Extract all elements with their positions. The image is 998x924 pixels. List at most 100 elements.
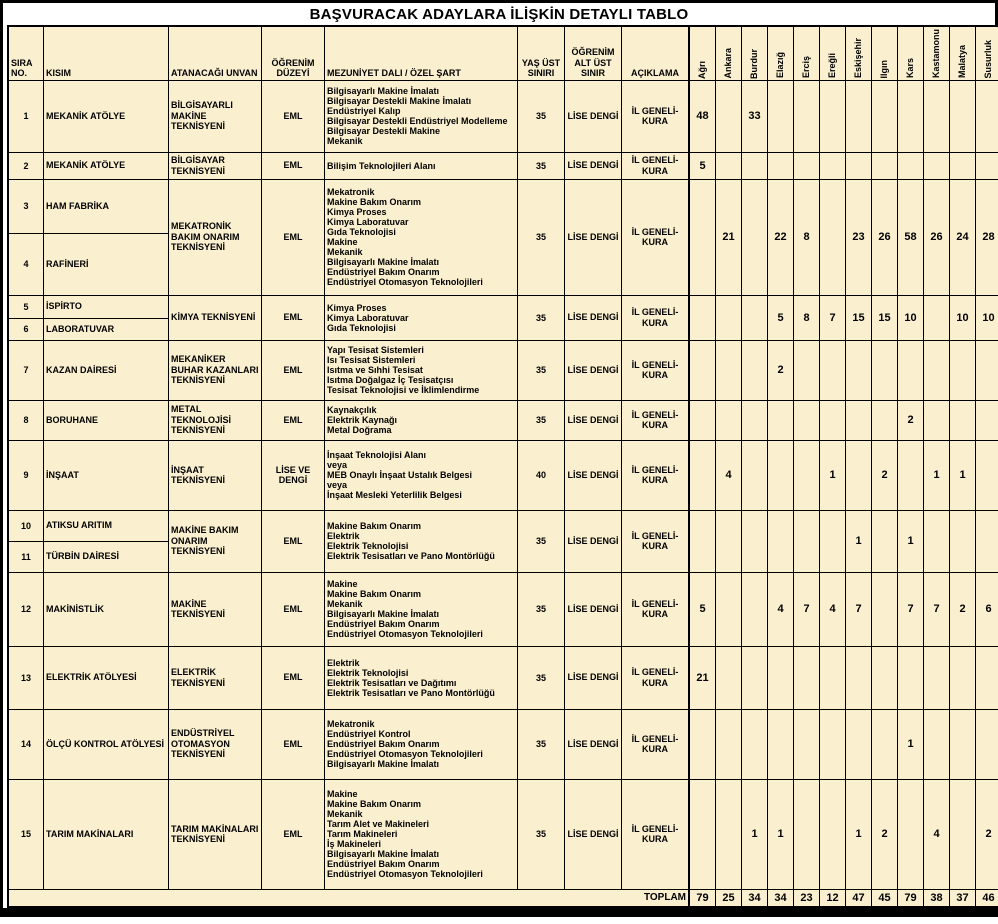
cell-kisim: LABORATUVAR [43,317,169,341]
cell-count-Ankara [715,151,742,180]
cell-count-Ankara: 21 [715,178,742,296]
cell-count-Malatya: 2 [949,571,976,647]
cell-ogrenim-sinir: LİSE DENGİ [564,571,622,647]
cell-count-Eskişehir: 1 [845,509,872,573]
cell-mezuniyet: Mekatronik Endüstriyel Kontrol Endüstriyel… [324,708,518,780]
col-header-city-Burdur: Burdur [741,25,768,81]
col-header-ogrenim-alt-ust-sinir: ÖĞRENİM ALT ÜST SINIR [564,25,622,81]
cell-count-Susurluk [975,708,998,780]
mezuniyet-line: İnşaat Teknolojisi Alanı [327,450,427,460]
toplam-count-Susurluk: 46 [975,888,998,908]
cell-count-Ankara [715,79,742,153]
table-row: 1 MEKANİK ATÖLYE BİLGİSAYARLI MAKİNE TEKNİ… [7,79,998,153]
mezuniyet-line: MEB Onaylı İnşaat Ustalık Belgesi [327,470,473,480]
cell-count-Burdur [741,151,768,180]
cell-count-Elazığ [767,708,794,780]
cell-count-Ilgın [871,571,898,647]
cell-ogrenim-sinir: LİSE DENGİ [564,708,622,780]
cell-kisim: KAZAN DAİRESİ [43,339,169,401]
mezuniyet-line: Kimya Laboratuvar [327,217,409,227]
cell-kisim: TARIM MAKİNALARI [43,778,169,890]
cell-count-Malatya: 10 [949,294,976,341]
col-header-city-Kars: Kars [897,25,924,81]
cell-count-Burdur [741,339,768,401]
col-header-kisim: KISIM [43,25,169,81]
cell-unvan: METAL TEKNOLOJİSİ TEKNİSYENİ [168,399,262,441]
mezuniyet-line: Bilgisayar Destekli Makine İmalatı [327,96,472,106]
cell-count-Ereğli: 7 [819,294,846,341]
cell-count-Kars: 2 [897,399,924,441]
city-label: Susurluk [983,39,993,79]
cell-count-Elazığ: 1 [767,778,794,890]
cell-count-Elazığ: 5 [767,294,794,341]
cell-count-Kastamonu [923,645,950,710]
cell-kisim: MEKANİK ATÖLYE [43,79,169,153]
cell-duzey: EML [261,399,325,441]
cell-count-Kars: 10 [897,294,924,341]
mezuniyet-line: Elektrik [327,657,360,668]
mezuniyet-line: Makine Bakım Onarım [327,589,422,599]
cell-count-Burdur [741,399,768,441]
cell-count-Elazığ [767,509,794,573]
cell-count-Erciş [793,339,820,401]
cell-count-Ağrı [688,178,716,296]
cell-sira-no: 8 [7,399,44,441]
cell-duzey: EML [261,79,325,153]
cell-count-Malatya: 1 [949,439,976,511]
toplam-count-Ağrı: 79 [688,888,716,908]
cell-count-Kars [897,778,924,890]
page-title: BAŞVURACAK ADAYLARA İLİŞKİN DETAYLI TABL… [309,6,689,23]
cell-yas-ust-siniri: 35 [517,778,565,890]
cell-yas-ust-siniri: 35 [517,79,565,153]
cell-mezuniyet: Makine Makine Bakım Onarım Mekanik Bilgisay… [324,571,518,647]
cell-duzey: EML [261,778,325,890]
mezuniyet-line: Kaynakçılık [327,405,377,415]
cell-count-Susurluk [975,439,998,511]
cell-sira-no: 14 [7,708,44,780]
cell-count-Kastamonu [923,509,950,573]
cell-kisim: BORUHANE [43,399,169,441]
cell-count-Kars [897,439,924,511]
cell-yas-ust-siniri: 35 [517,151,565,180]
cell-count-Ilgın [871,399,898,441]
cell-count-Ağrı [688,294,716,341]
cell-count-Eskişehir [845,645,872,710]
mezuniyet-line: Elektrik Kaynağı [327,415,398,425]
cell-duzey: EML [261,708,325,780]
mezuniyet-line: Yapı Tesisat Sistemleri [327,345,424,355]
cell-count-Erciş [793,439,820,511]
cell-count-Kars [897,339,924,401]
cell-count-Erciş: 8 [793,178,820,296]
cell-unvan: MAKİNE BAKIM ONARIM TEKNİSYENİ [168,509,262,573]
cell-unvan: BİLGİSAYAR TEKNİSYENİ [168,151,262,180]
cell-count-Ilgın: 2 [871,778,898,890]
mezuniyet-line: Endüstriyel Bakım Onarım [327,619,440,629]
cell-count-Susurluk: 2 [975,778,998,890]
toplam-count-Malatya: 37 [949,888,976,908]
cell-count-Erciş [793,509,820,573]
mezuniyet-line: Elektrik Teknolojisi [327,541,409,551]
cell-sira-no: 13 [7,645,44,710]
mezuniyet-line: Endüstriyel Otomasyon Teknolojileri [327,277,483,287]
cell-count-Ereğli [819,178,846,296]
cell-unvan: MEKANİKER BUHAR KAZANLARI TEKNİSYENİ [168,339,262,401]
cell-unvan: BİLGİSAYARLI MAKİNE TEKNİSYENİ [168,79,262,153]
mezuniyet-line: Bilgisayarlı Makine İmalatı [327,257,440,267]
mezuniyet-line: Endüstriyel Bakım Onarım [327,859,440,869]
cell-kisim: ATIKSU ARITIM [43,509,169,542]
city-label: Erciş [801,56,811,79]
city-label: Malatya [957,45,967,79]
cell-count-Malatya [949,708,976,780]
cell-count-Ilgın: 2 [871,439,898,511]
col-header-city-Ilgın: Ilgın [871,25,898,81]
cell-sira-no: 9 [7,439,44,511]
mezuniyet-line: Kimya Proses [327,302,387,313]
mezuniyet-line: Makine [327,579,358,589]
cell-count-Elazığ: 22 [767,178,794,296]
cell-count-Ilgın [871,339,898,401]
cell-mezuniyet: Elektrik Elektrik Teknolojisi Elektrik Tes… [324,645,518,710]
cell-count-Eskişehir [845,339,872,401]
cell-sira-no: 12 [7,571,44,647]
cell-unvan: ENDÜSTRİYEL OTOMASYON TEKNİSYENİ [168,708,262,780]
cell-duzey: LİSE VE DENGİ [261,439,325,511]
